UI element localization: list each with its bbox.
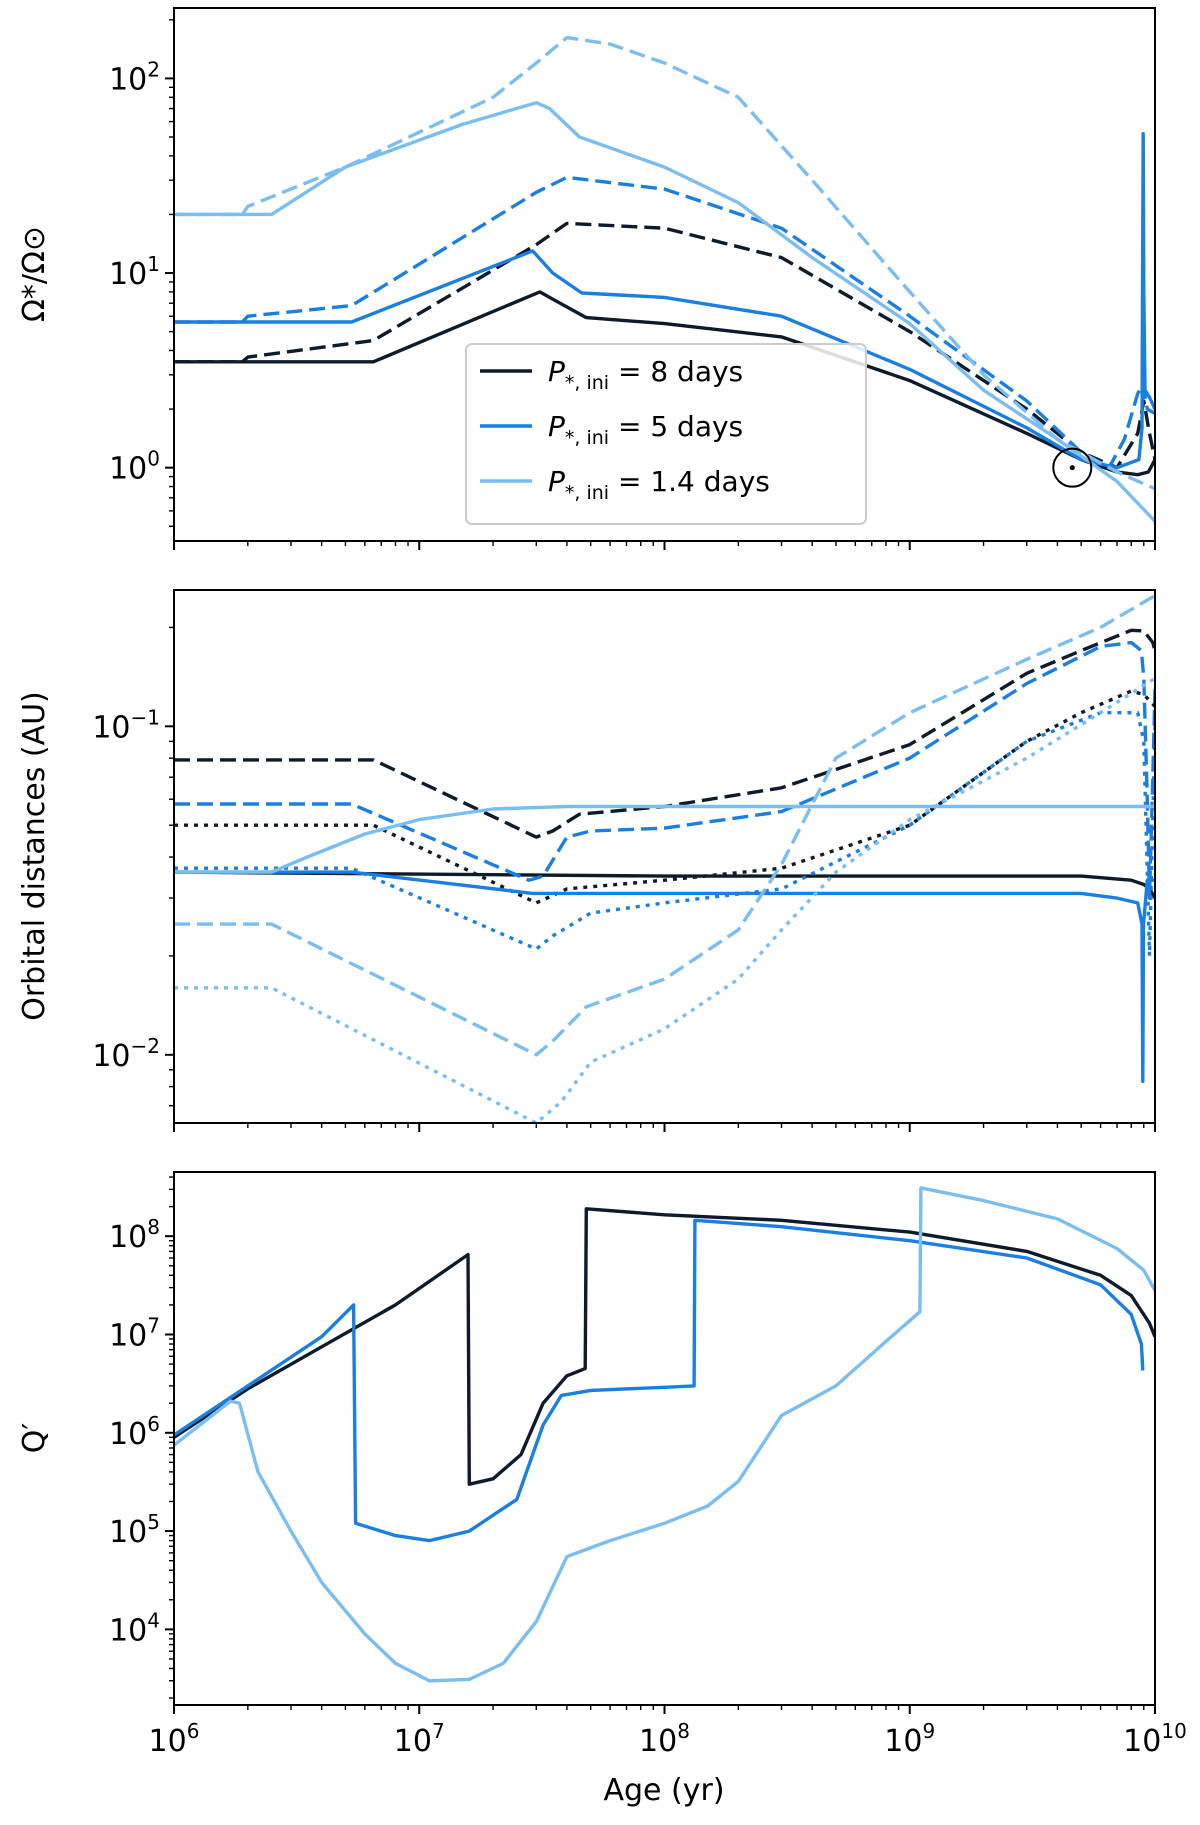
y-tick-label: 102 <box>109 57 160 97</box>
series-line-solid <box>174 1186 1155 1683</box>
y-tick-label: 107 <box>109 1313 160 1353</box>
series-line-solid <box>174 132 1155 470</box>
y-tick-label: 10−1 <box>92 705 160 745</box>
y-axis-label: Orbital distances (AU) <box>17 691 52 1021</box>
x-tick-label: 1010 <box>1123 1719 1187 1759</box>
y-tick-label: 105 <box>109 1510 160 1550</box>
series-line-dotted <box>174 676 1155 1123</box>
y-tick-label: 104 <box>109 1608 160 1648</box>
sun-symbol-dot <box>1069 465 1075 471</box>
legend-box <box>465 343 867 525</box>
legend-entry: P*, ini = 1.4 days <box>548 465 770 504</box>
y-tick-label: 108 <box>109 1215 160 1255</box>
orbital-distances-panel: 10−2 10−1 Orbital distances (AU) <box>17 589 1156 1132</box>
series-line-dashed <box>174 628 1155 839</box>
series-line-dashed <box>174 640 1155 900</box>
series-line-solid <box>174 804 1155 874</box>
plot-area-frame <box>173 7 1156 542</box>
series-line-dashed <box>174 175 1155 470</box>
legend-entry: P*, ini = 5 days <box>548 410 743 449</box>
sun-symbol-ring <box>1052 447 1093 488</box>
x-tick-label: 106 <box>149 1719 200 1759</box>
y-axis-label: Q′ <box>17 1423 52 1454</box>
y-tick-label: 100 <box>109 447 160 487</box>
tidal-quality-panel: 106 107 108 109 1010 104 105 106 107 108 Q′ <box>17 1171 1187 1759</box>
series-line-solid <box>174 1207 1155 1486</box>
y-axis-label: Ω*/Ω⊙ <box>17 226 52 322</box>
series-line-solid <box>174 101 1155 523</box>
plot-area-frame <box>173 589 1156 1124</box>
plot-area-frame <box>173 1171 1156 1706</box>
series-line-dashed <box>174 594 1155 1057</box>
x-tick-label: 108 <box>639 1719 690 1759</box>
y-tick-label: 106 <box>109 1412 160 1452</box>
y-tick-label: 10−2 <box>92 1034 160 1074</box>
series-line-solid <box>174 1218 1145 1543</box>
x-tick-label: 109 <box>884 1719 935 1759</box>
legend: P*, ini = 8 days P*, ini = 5 days P*, ini … <box>465 343 867 525</box>
series-line-dashed <box>174 221 1155 470</box>
series-line-dotted <box>174 711 1155 958</box>
x-axis-label: Age (yr) <box>603 1773 724 1808</box>
legend-entry: P*, ini = 8 days <box>548 355 743 394</box>
x-tick-label: 107 <box>394 1719 445 1759</box>
series-line-solid <box>174 870 1155 1084</box>
y-tick-label: 101 <box>109 252 160 292</box>
series-line-dashed <box>174 35 1155 491</box>
rotation-panel: 100 101 102 Ω*/Ω⊙ <box>17 7 1156 550</box>
